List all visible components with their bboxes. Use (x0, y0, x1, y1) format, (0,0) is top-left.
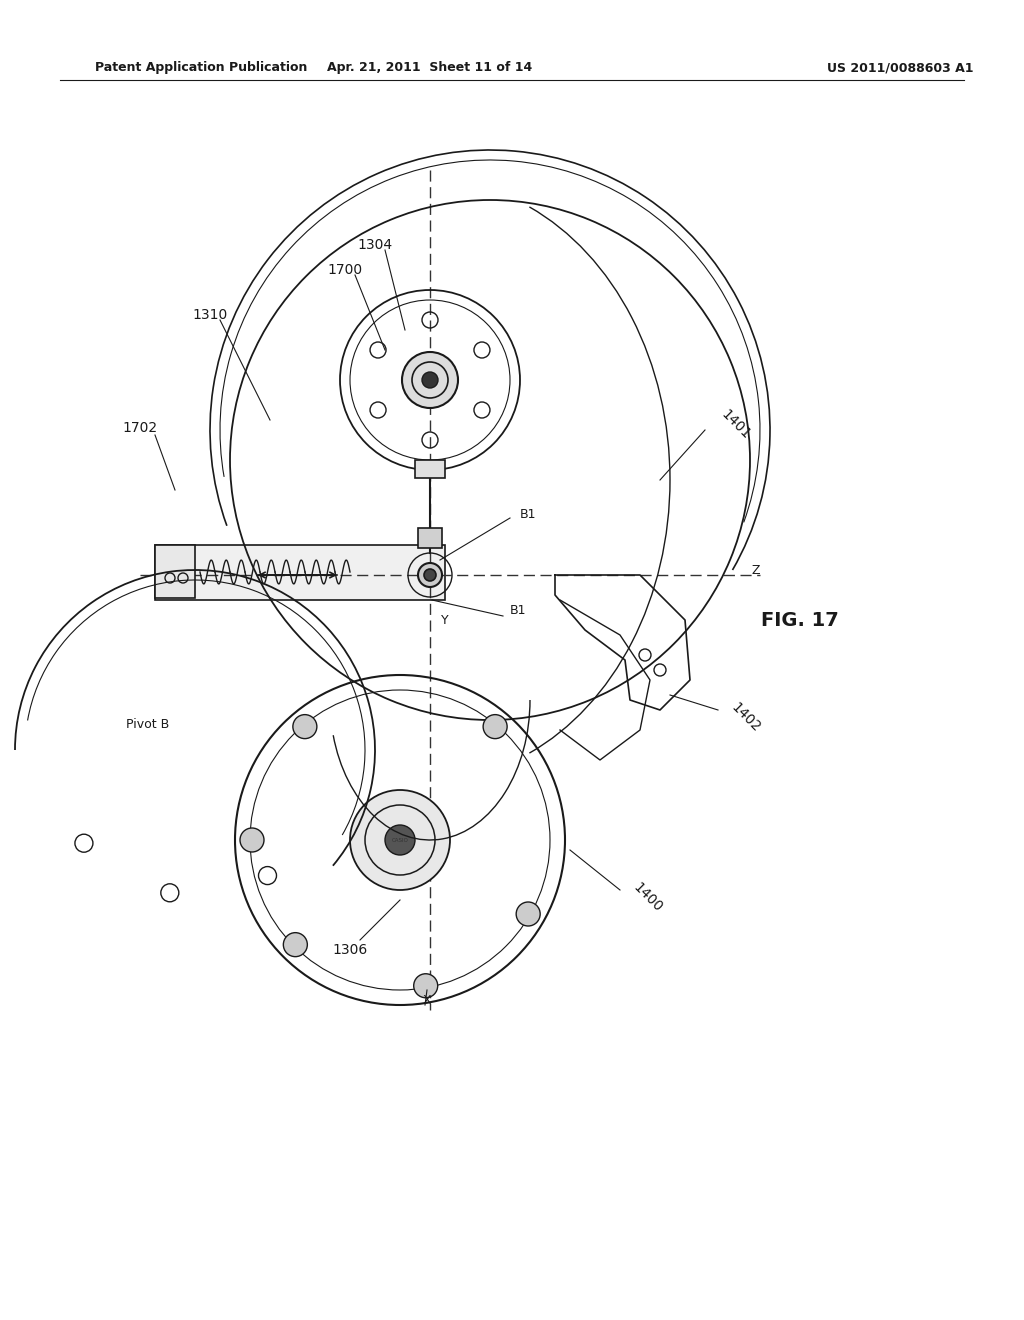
Text: X: X (423, 994, 431, 1006)
Text: FIG. 17: FIG. 17 (761, 610, 839, 630)
Circle shape (422, 372, 438, 388)
Text: Apr. 21, 2011  Sheet 11 of 14: Apr. 21, 2011 Sheet 11 of 14 (328, 62, 532, 74)
Text: CASIO: CASIO (391, 837, 409, 842)
Text: Y: Y (441, 614, 449, 627)
Circle shape (385, 825, 415, 855)
Text: 1306: 1306 (333, 942, 368, 957)
Circle shape (240, 828, 264, 851)
Text: US 2011/0088603 A1: US 2011/0088603 A1 (826, 62, 973, 74)
Circle shape (414, 974, 437, 998)
Circle shape (516, 902, 541, 927)
Bar (418, 528, 442, 548)
Text: Z: Z (752, 564, 761, 577)
Text: 1700: 1700 (328, 263, 362, 277)
Circle shape (424, 569, 436, 581)
Text: 1304: 1304 (357, 238, 392, 252)
Text: 1310: 1310 (193, 308, 227, 322)
Text: 1702: 1702 (123, 421, 158, 436)
Text: 1402: 1402 (728, 701, 763, 735)
Circle shape (402, 352, 458, 408)
Text: 1400: 1400 (630, 880, 665, 915)
Text: Patent Application Publication: Patent Application Publication (95, 62, 307, 74)
Bar (415, 459, 445, 478)
Text: Pivot B: Pivot B (126, 718, 170, 731)
Text: B1: B1 (520, 508, 537, 521)
Circle shape (350, 789, 450, 890)
Circle shape (483, 714, 507, 739)
Text: B1: B1 (510, 603, 526, 616)
Bar (155, 545, 195, 598)
Circle shape (284, 933, 307, 957)
Circle shape (418, 564, 442, 587)
Bar (155, 545, 445, 601)
Circle shape (293, 714, 316, 739)
Text: 1401: 1401 (718, 408, 753, 442)
